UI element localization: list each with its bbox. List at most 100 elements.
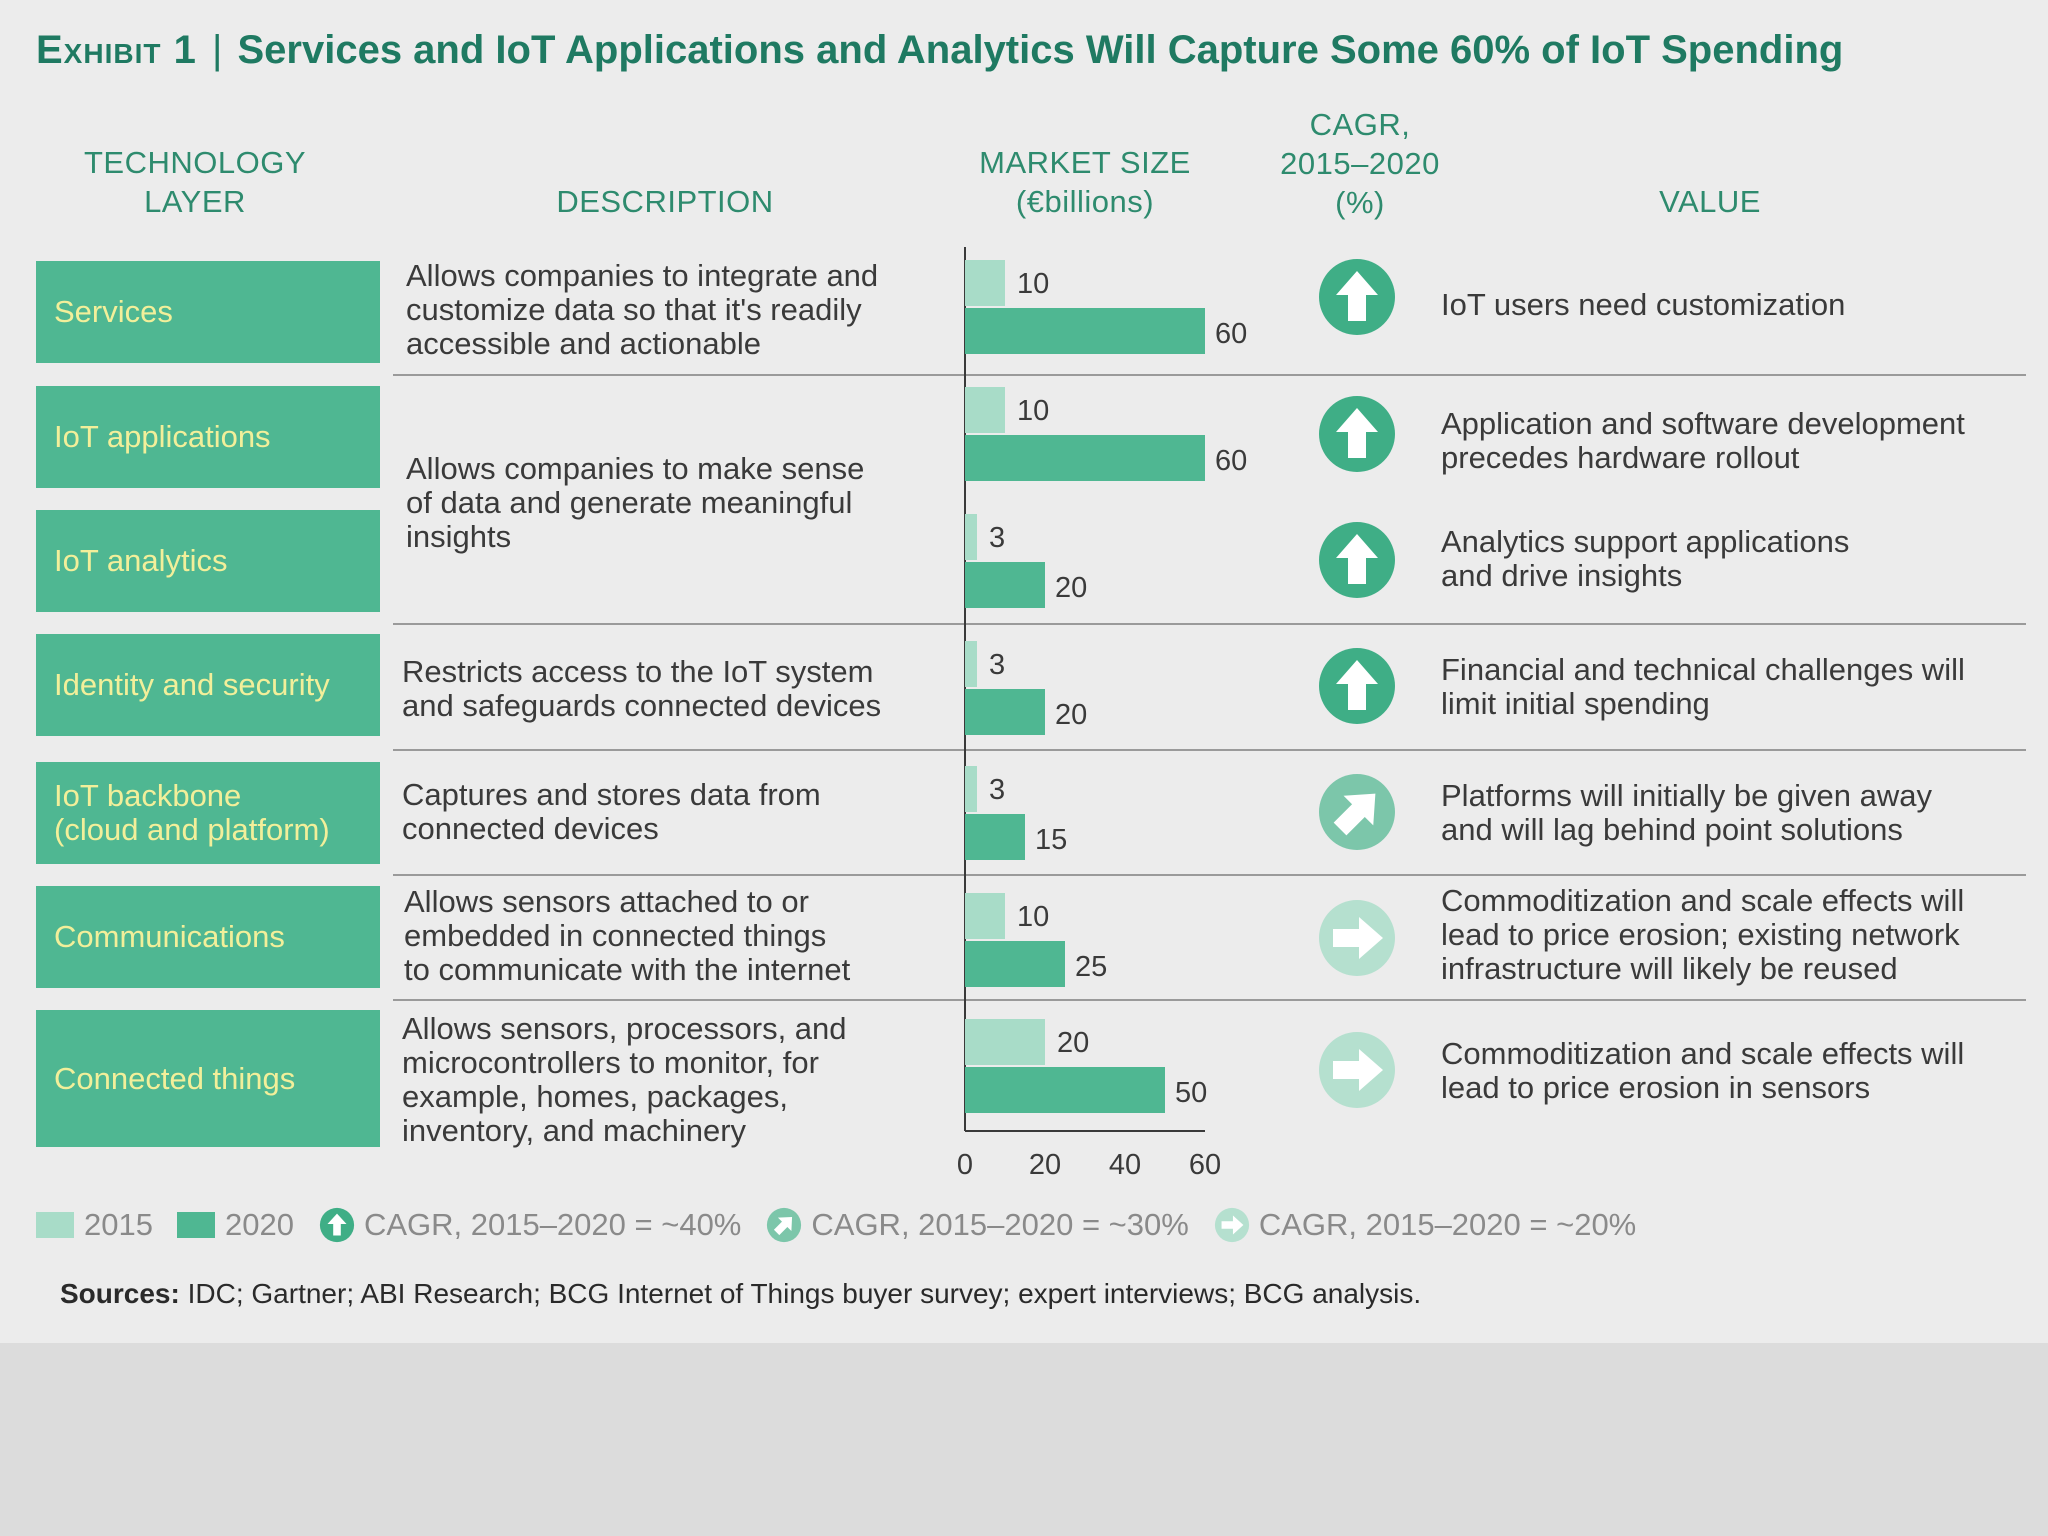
legend-label-cagr-40: CAGR, 2015–2020 = ~40% [363, 1207, 742, 1242]
bar-2020 [965, 689, 1045, 735]
legend-item-2015: 2015 [36, 1207, 153, 1243]
description-identity-security: Restricts access to the IoT system and s… [402, 655, 942, 723]
value-line: infrastructure will likely be reused [1441, 951, 1898, 986]
legend-item-cagr-40: CAGR, 2015–2020 = ~40% [318, 1206, 741, 1244]
up-arrow-icon [1319, 522, 1395, 598]
desc-line: customize data so that it's readily [406, 292, 862, 327]
bar-2015 [965, 766, 977, 812]
header-description: DESCRIPTION [556, 184, 774, 219]
desc-line: Allows sensors attached to or [404, 884, 809, 919]
bar-2015 [965, 514, 977, 560]
bar-2020 [965, 1067, 1165, 1113]
header-value: VALUE [1659, 184, 1761, 219]
bar-2020 [965, 562, 1045, 608]
value-identity-security: Financial and technical challenges will … [1441, 653, 2041, 721]
value-line: and will lag behind point solutions [1441, 812, 1903, 847]
up-arrow-icon [1319, 396, 1395, 472]
bar-2020 [965, 941, 1065, 987]
bar-label-2020: 50 [1175, 1077, 1207, 1109]
up-arrow-icon [1319, 648, 1395, 724]
value-communications: Commoditization and scale effects will l… [1441, 884, 2041, 986]
value-line: Commoditization and scale effects will [1441, 883, 1965, 918]
bar-2020 [965, 435, 1205, 481]
description-iot-backbone: Captures and stores data from connected … [402, 778, 942, 846]
header-technology-layer: TECHNOLOGY LAYER [60, 143, 330, 221]
exhibit-label: Exhibit 1 [36, 28, 197, 72]
x-tick-label: 40 [1109, 1149, 1141, 1181]
legend: 2015 2020 CAGR, 2015–2020 = ~40% CAGR, 2… [36, 1205, 1660, 1245]
exhibit-panel: Exhibit 1 | Services and IoT Application… [0, 0, 2048, 1343]
sources-label: Sources: [60, 1278, 180, 1309]
row-separator [393, 374, 2026, 376]
value-iot-analytics: Analytics support applications and drive… [1441, 525, 2041, 593]
header-layer-line2: LAYER [144, 184, 246, 219]
bar-2015 [965, 387, 1005, 433]
bar-label-2015: 10 [1017, 901, 1049, 933]
exhibit-title: Exhibit 1 | Services and IoT Application… [36, 28, 2026, 73]
layer-iot-backbone-line2: (cloud and platform) [54, 812, 330, 847]
desc-line: connected devices [402, 811, 659, 846]
desc-line: Allows companies to make sense [406, 451, 865, 486]
description-connected-things: Allows sensors, processors, and microcon… [402, 1012, 942, 1148]
value-line: Financial and technical challenges will [1441, 652, 1965, 687]
value-line: lead to price erosion; existing network [1441, 917, 1960, 952]
desc-line: inventory, and machinery [402, 1113, 747, 1148]
value-services: IoT users need customization [1441, 288, 2041, 322]
description-services: Allows companies to integrate and custom… [406, 259, 946, 361]
value-line: precedes hardware rollout [1441, 440, 1800, 475]
desc-line: to communicate with the internet [404, 952, 851, 987]
title-text: Services and IoT Applications and Analyt… [237, 28, 1844, 72]
up-arrow-icon [319, 1207, 355, 1243]
bar-2020 [965, 814, 1025, 860]
value-line: Commoditization and scale effects will [1441, 1036, 1965, 1071]
bar-label-2020: 25 [1075, 951, 1107, 983]
value-line: lead to price erosion in sensors [1441, 1070, 1871, 1105]
bar-label-2015: 10 [1017, 395, 1049, 427]
layer-communications: Communications [36, 886, 380, 988]
row-separator [393, 623, 2026, 625]
value-iot-applications: Application and software development pre… [1441, 407, 2041, 475]
bar-label-2020: 20 [1055, 572, 1087, 604]
bar-label-2015: 3 [989, 522, 1005, 554]
desc-line: insights [406, 519, 512, 554]
bar-label-2015: 20 [1057, 1027, 1089, 1059]
layer-services: Services [36, 261, 380, 363]
desc-line: Captures and stores data from [402, 777, 821, 812]
bar-2015 [965, 893, 1005, 939]
value-line: IoT users need customization [1441, 287, 1846, 322]
value-line: Application and software development [1441, 406, 1965, 441]
value-line: Analytics support applications [1441, 524, 1850, 559]
sources-text: IDC; Gartner; ABI Research; BCG Internet… [187, 1278, 1422, 1309]
x-tick-label: 60 [1189, 1149, 1221, 1181]
right-arrow-icon [1319, 1032, 1395, 1108]
header-cagr-line3: (%) [1335, 185, 1385, 220]
legend-label-2020: 2020 [224, 1207, 294, 1242]
bar-label-2020: 60 [1215, 445, 1247, 477]
value-line: Platforms will initially be given away [1441, 778, 1933, 813]
layer-iot-analytics: IoT analytics [36, 510, 380, 612]
desc-line: of data and generate meaningful [406, 485, 853, 520]
bar-2020 [965, 308, 1205, 354]
bar-2015 [965, 1019, 1045, 1065]
x-tick-label: 20 [1029, 1149, 1061, 1181]
legend-swatch-2015 [36, 1212, 74, 1238]
layer-iot-backbone-line1: IoT backbone [54, 778, 242, 813]
bar-label-2020: 20 [1055, 699, 1087, 731]
legend-swatch-2020 [176, 1212, 215, 1238]
bar-2015 [965, 641, 977, 687]
value-line: limit initial spending [1441, 686, 1710, 721]
row-separator [393, 999, 2026, 1001]
bar-label-2015: 3 [989, 774, 1005, 806]
value-line: and drive insights [1441, 558, 1683, 593]
legend-item-cagr-30: CAGR, 2015–2020 = ~30% [765, 1206, 1189, 1244]
desc-line: and safeguards connected devices [402, 688, 882, 723]
bar-label-2015: 3 [989, 649, 1005, 681]
header-cagr: CAGR, 2015–2020 (%) [1255, 105, 1465, 222]
right-arrow-icon [1214, 1207, 1249, 1243]
description-applications-analytics: Allows companies to make sense of data a… [406, 452, 946, 554]
header-market-line1: MARKET SIZE [979, 145, 1191, 180]
header-cagr-line1: CAGR, [1309, 107, 1411, 142]
title-separator: | [211, 28, 223, 72]
diagonal-arrow-icon [1319, 774, 1395, 850]
bar-2015 [965, 260, 1005, 306]
